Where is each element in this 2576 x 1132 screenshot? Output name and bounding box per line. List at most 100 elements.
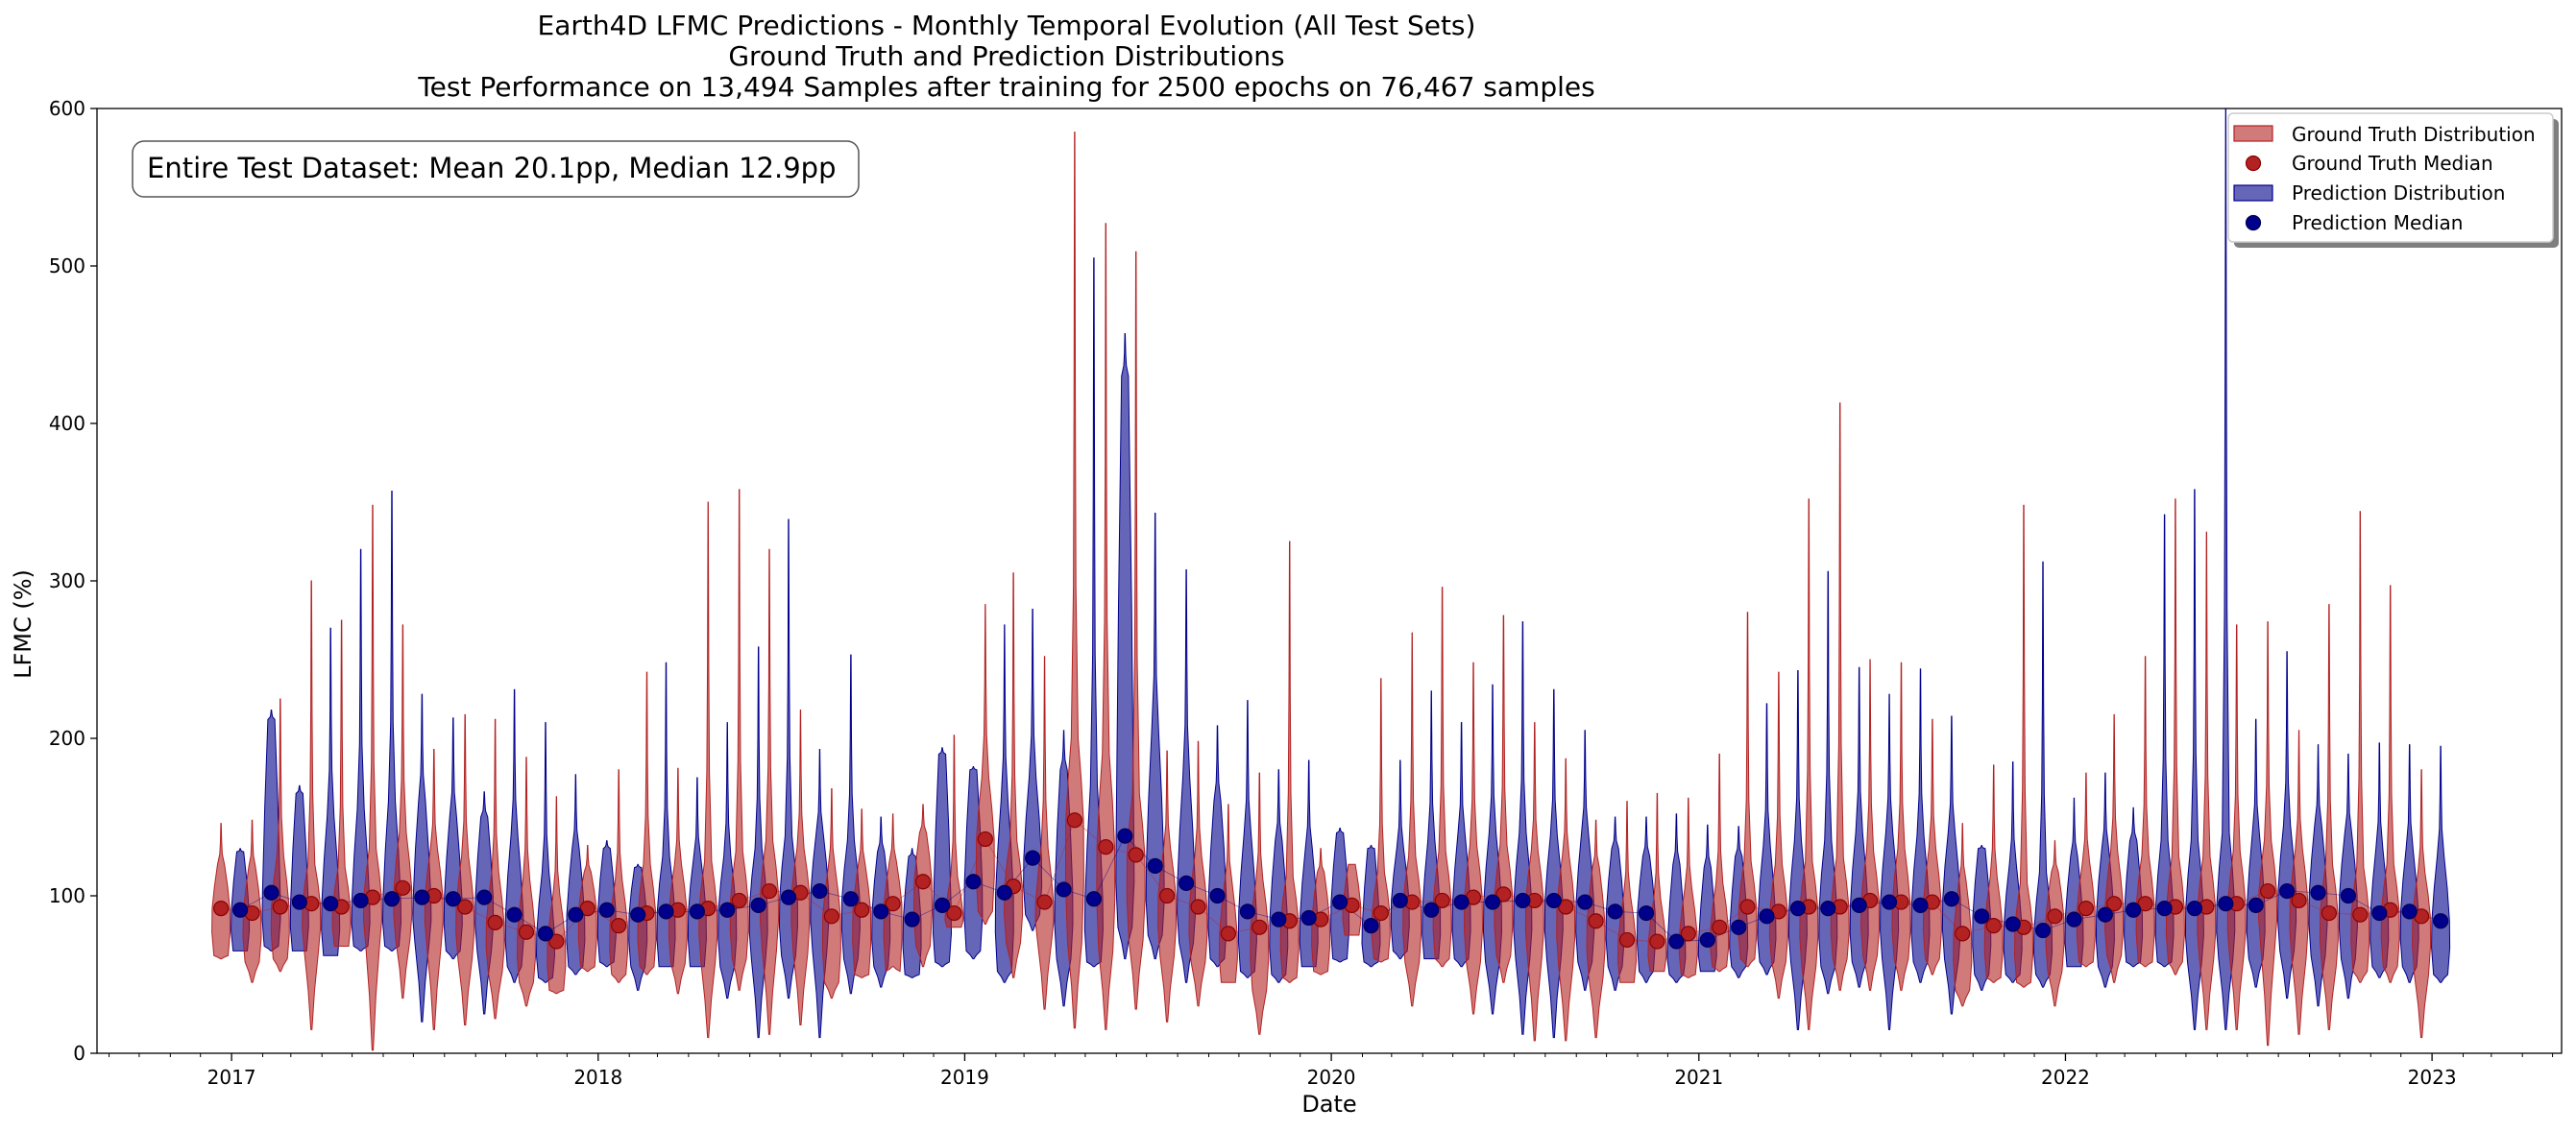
- violin-ground-truth: [2319, 604, 2339, 1030]
- violin-ground-truth: [362, 504, 383, 1051]
- prediction-median-marker: [719, 902, 736, 918]
- prediction-median-marker: [812, 882, 828, 900]
- ground-truth-median-marker: [1495, 886, 1512, 903]
- ground-truth-median-marker: [1220, 926, 1236, 942]
- ground-truth-median-marker: [2137, 896, 2153, 912]
- violin-ground-truth: [1126, 251, 1146, 1010]
- ground-truth-median-marker: [487, 914, 503, 930]
- violin-ground-truth: [1710, 753, 1730, 973]
- prediction-median-marker: [1881, 894, 1898, 910]
- prediction-median-marker: [996, 884, 1012, 901]
- violin-ground-truth: [302, 580, 322, 1030]
- prediction-median-marker: [1943, 891, 1959, 907]
- x-tick-label: 2023: [2408, 1066, 2457, 1089]
- x-axis-label: Date: [1301, 1091, 1356, 1118]
- ground-truth-median-marker: [611, 918, 627, 934]
- prediction-median-marker: [1363, 918, 1379, 934]
- violin-ground-truth: [2135, 656, 2155, 968]
- prediction-median-marker: [689, 903, 705, 920]
- violin-ground-truth: [2258, 621, 2278, 1047]
- ground-truth-median-marker: [457, 899, 474, 915]
- legend-label-prediction-distribution: Prediction Distribution: [2292, 181, 2505, 205]
- prediction-median-marker: [873, 903, 889, 920]
- violin-ground-truth: [637, 671, 657, 975]
- ground-truth-median-marker: [1434, 892, 1450, 909]
- ground-truth-median-marker: [854, 902, 870, 918]
- prediction-median-marker: [1577, 894, 1593, 910]
- prediction-median-marker: [352, 892, 369, 909]
- prediction-median-marker: [750, 897, 766, 913]
- prediction-median-marker: [2433, 913, 2449, 929]
- ground-truth-median-marker: [1128, 847, 1144, 863]
- prediction-median-marker: [2156, 901, 2173, 917]
- ground-truth-median-marker: [1066, 812, 1083, 829]
- ground-truth-median-marker: [1618, 931, 1636, 949]
- y-tick-label: 0: [73, 1042, 85, 1065]
- prediction-median-marker: [934, 897, 951, 913]
- prediction-median-marker: [1607, 903, 1623, 920]
- prediction-median-marker: [1699, 931, 1715, 949]
- violin-ground-truth: [729, 489, 749, 991]
- summary-text: Entire Test Dataset: Mean 20.1pp, Median…: [147, 152, 837, 184]
- violin-ground-truth: [516, 757, 537, 1007]
- prediction-median-marker: [506, 906, 522, 923]
- prediction-median-marker: [1484, 894, 1501, 910]
- violin-ground-truth: [883, 813, 903, 973]
- prediction-median-marker: [2279, 882, 2296, 900]
- prediction-median-marker: [537, 926, 554, 942]
- prediction-median-marker: [2248, 897, 2264, 913]
- ground-truth-median-marker: [548, 933, 565, 950]
- prediction-median-marker: [1759, 908, 1775, 925]
- violin-ground-truth: [668, 767, 688, 995]
- prediction-median-marker: [2310, 884, 2326, 901]
- legend-marker-prediction-median: [2245, 214, 2262, 231]
- ground-truth-median-marker: [914, 874, 932, 890]
- violin-ground-truth: [331, 619, 352, 947]
- violin-ground-truth: [2289, 730, 2309, 1035]
- prediction-median-marker: [904, 911, 920, 927]
- prediction-median-marker: [2371, 904, 2388, 922]
- violin-ground-truth: [1034, 656, 1055, 1010]
- prediction-median-marker: [1392, 892, 1408, 909]
- prediction-median-marker: [1179, 875, 1195, 891]
- prediction-median-marker: [2186, 901, 2203, 917]
- violin-ground-truth: [1250, 772, 1270, 1035]
- violin-ground-truth: [1188, 740, 1208, 1007]
- violin-ground-truth: [1738, 612, 1758, 968]
- y-tick-label: 600: [49, 97, 85, 120]
- ground-truth-median-marker: [2352, 906, 2369, 923]
- legend-label-ground-truth-distribution: Ground Truth Distribution: [2292, 123, 2536, 146]
- ground-truth-median-marker: [1373, 904, 1389, 922]
- chart-title: Earth4D LFMC Predictions - Monthly Tempo…: [538, 10, 1476, 41]
- violin-ground-truth: [2350, 511, 2370, 983]
- violin-ground-truth: [211, 823, 231, 960]
- prediction-median-marker: [414, 889, 430, 905]
- ground-truth-median-marker: [2047, 908, 2063, 925]
- violin-ground-truth: [1647, 792, 1667, 973]
- ground-truth-median-marker: [1252, 919, 1268, 935]
- prediction-median-marker: [568, 906, 584, 923]
- ground-truth-median-marker: [1159, 887, 1176, 904]
- violin-ground-truth: [2013, 504, 2034, 988]
- prediction-median-marker: [263, 884, 279, 901]
- prediction-median-marker: [1331, 894, 1349, 910]
- prediction-median-marker: [291, 894, 307, 910]
- prediction-median-marker: [2005, 916, 2021, 932]
- x-tick-label: 2021: [1674, 1066, 1723, 1089]
- violin-ground-truth: [1432, 587, 1452, 968]
- prediction-median-marker: [1789, 901, 1807, 917]
- violin-ground-truth: [1096, 223, 1116, 1030]
- prediction-median-marker: [2066, 911, 2082, 927]
- violin-ground-truth: [759, 548, 780, 1035]
- prediction-median-marker: [383, 891, 401, 907]
- violin-ground-truth: [1371, 678, 1391, 963]
- violin-ground-truth: [393, 624, 413, 1000]
- prediction-median-marker: [1731, 919, 1747, 935]
- prediction-median-marker: [232, 902, 249, 918]
- prediction-median-marker: [1056, 881, 1072, 898]
- prediction-median-marker: [476, 889, 493, 905]
- prediction-median-marker: [2401, 903, 2418, 920]
- summary-box: Entire Test Dataset: Mean 20.1pp, Median…: [132, 140, 860, 198]
- prediction-median-marker: [1820, 901, 1836, 917]
- x-tick-label: 2022: [2041, 1066, 2090, 1089]
